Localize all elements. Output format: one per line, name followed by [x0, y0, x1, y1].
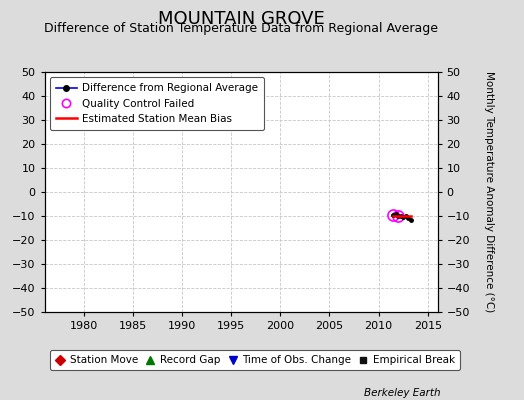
Text: Berkeley Earth: Berkeley Earth [364, 388, 440, 398]
Text: Difference of Station Temperature Data from Regional Average: Difference of Station Temperature Data f… [44, 22, 438, 35]
Y-axis label: Monthly Temperature Anomaly Difference (°C): Monthly Temperature Anomaly Difference (… [484, 71, 494, 313]
Legend: Station Move, Record Gap, Time of Obs. Change, Empirical Break: Station Move, Record Gap, Time of Obs. C… [50, 350, 460, 370]
Text: MOUNTAIN GROVE: MOUNTAIN GROVE [158, 10, 324, 28]
